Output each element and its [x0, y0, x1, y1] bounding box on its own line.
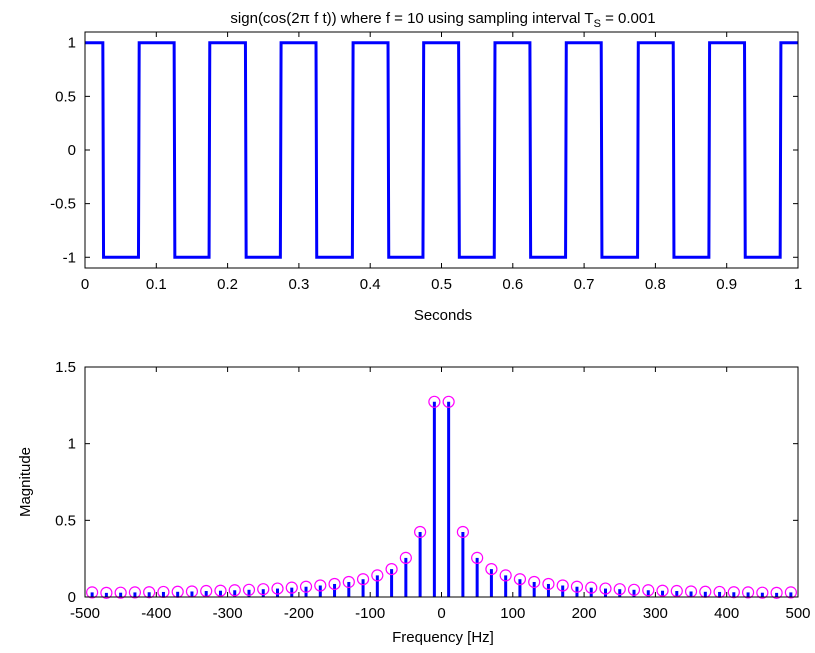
stem-marker [656, 584, 669, 597]
bottom-x-tick-label: -300 [213, 605, 243, 622]
bottom-x-tick-label: 100 [500, 605, 525, 622]
top-x-tick-label: 0.2 [217, 276, 238, 293]
top-x-tick-label: 0 [81, 276, 89, 293]
stem-marker [285, 581, 298, 594]
stem-marker [513, 573, 527, 586]
stem-marker [114, 586, 127, 599]
bottom-x-tick-label: 400 [714, 605, 739, 622]
bottom-x-tick-label: -500 [70, 605, 100, 622]
top-y-tick-label: 0.5 [55, 88, 76, 105]
stem-marker [299, 580, 313, 593]
bottom-x-tick-label: 300 [643, 605, 668, 622]
stem-marker [471, 551, 484, 565]
stem-marker [770, 586, 783, 599]
top-plot-frame [84, 31, 799, 269]
stem-marker [356, 573, 370, 586]
bottom-x-tick-label: 500 [785, 605, 810, 622]
top-x-tick-label: 0.9 [716, 276, 737, 293]
stem-marker [242, 583, 256, 596]
stem-marker [741, 586, 755, 599]
bottom-x-axis-label: Frequency [Hz] [392, 629, 494, 646]
top-chart-title-subscript: S [594, 18, 601, 30]
stem-marker [613, 583, 626, 596]
time-domain-chart: sign(cos(2π f t)) where f = 10 using sam… [50, 10, 802, 324]
bottom-x-tick-label: -100 [355, 605, 385, 622]
top-y-tick-label: 0 [68, 142, 76, 159]
stem-marker [228, 584, 241, 597]
stem-marker [642, 584, 655, 597]
bottom-y-tick-label: 1 [68, 436, 76, 453]
bottom-x-tick-label: 0 [437, 605, 445, 622]
top-y-tick-label: 1 [68, 35, 76, 52]
stem-marker [314, 579, 327, 592]
top-y-tick-label: -0.5 [50, 196, 76, 213]
top-chart-title-suffix: = 0.001 [601, 10, 656, 27]
frequency-domain-chart: -500 -400 -300 -200 -100 0 100 200 300 400 500 0 0.5… [17, 359, 811, 646]
bottom-x-tick-label: -200 [284, 605, 314, 622]
stem-marker [428, 395, 441, 408]
stem-marker [414, 525, 427, 539]
bottom-x-tick-label: -400 [141, 605, 171, 622]
stem-marker [627, 583, 641, 596]
stem-marker [271, 582, 284, 595]
stem-marker [214, 584, 227, 597]
top-x-tick-label: 0.7 [574, 276, 595, 293]
stem-marker [556, 579, 569, 592]
top-x-tick-label: 0.5 [431, 276, 452, 293]
top-x-tick-label: 0.3 [288, 276, 309, 293]
stem-marker [756, 586, 769, 599]
stem-marker [399, 551, 412, 565]
top-x-tick-label: 0.4 [360, 276, 381, 293]
stem-marker [328, 577, 341, 591]
top-y-tick-label: -1 [63, 249, 76, 266]
bottom-y-axis-label: Magnitude [17, 447, 34, 517]
stem-marker [456, 525, 469, 539]
bottom-y-tick-label: 0.5 [55, 512, 76, 529]
stem-marker [128, 586, 142, 599]
top-x-tick-label: 0.1 [146, 276, 167, 293]
stem-marker [528, 575, 541, 589]
stem-marker [499, 569, 512, 582]
stem-marker [570, 580, 584, 593]
top-x-tick-label: 0.8 [645, 276, 666, 293]
stem-marker [342, 575, 355, 589]
stem-marker [442, 395, 455, 408]
stem-marker [385, 562, 398, 576]
top-x-axis-label: Seconds [414, 307, 472, 324]
stem-marker [599, 582, 612, 595]
stem-marker [585, 581, 598, 594]
bottom-x-tick-label: 200 [572, 605, 597, 622]
stem-marker [542, 577, 555, 591]
top-plot-area: 0 0.1 0.2 0.3 0.4 0.5 0.6 0.7 0.8 0.9 1 -1 -0.5 0 0.5 1 [50, 31, 802, 293]
stem-marker [143, 586, 156, 599]
top-x-tick-label: 1 [794, 276, 802, 293]
square-wave-series [85, 41, 798, 259]
stem-marker [100, 586, 113, 599]
stem-marker [727, 586, 740, 599]
bottom-y-tick-label: 0 [68, 589, 76, 606]
stem-marker [485, 562, 498, 576]
bottom-plot-area: -500 -400 -300 -200 -100 0 100 200 300 400 500 0 0.5… [55, 359, 810, 622]
stem-marker [86, 586, 99, 599]
top-x-tick-label: 0.6 [502, 276, 523, 293]
stem-marker [257, 583, 270, 596]
top-chart-title: sign(cos(2π f t)) where f = 10 using sam… [230, 10, 655, 30]
bottom-y-tick-label: 1.5 [55, 359, 76, 376]
stem-marker [371, 569, 384, 582]
stem-marker [784, 586, 797, 599]
bottom-plot-frame [84, 366, 799, 598]
